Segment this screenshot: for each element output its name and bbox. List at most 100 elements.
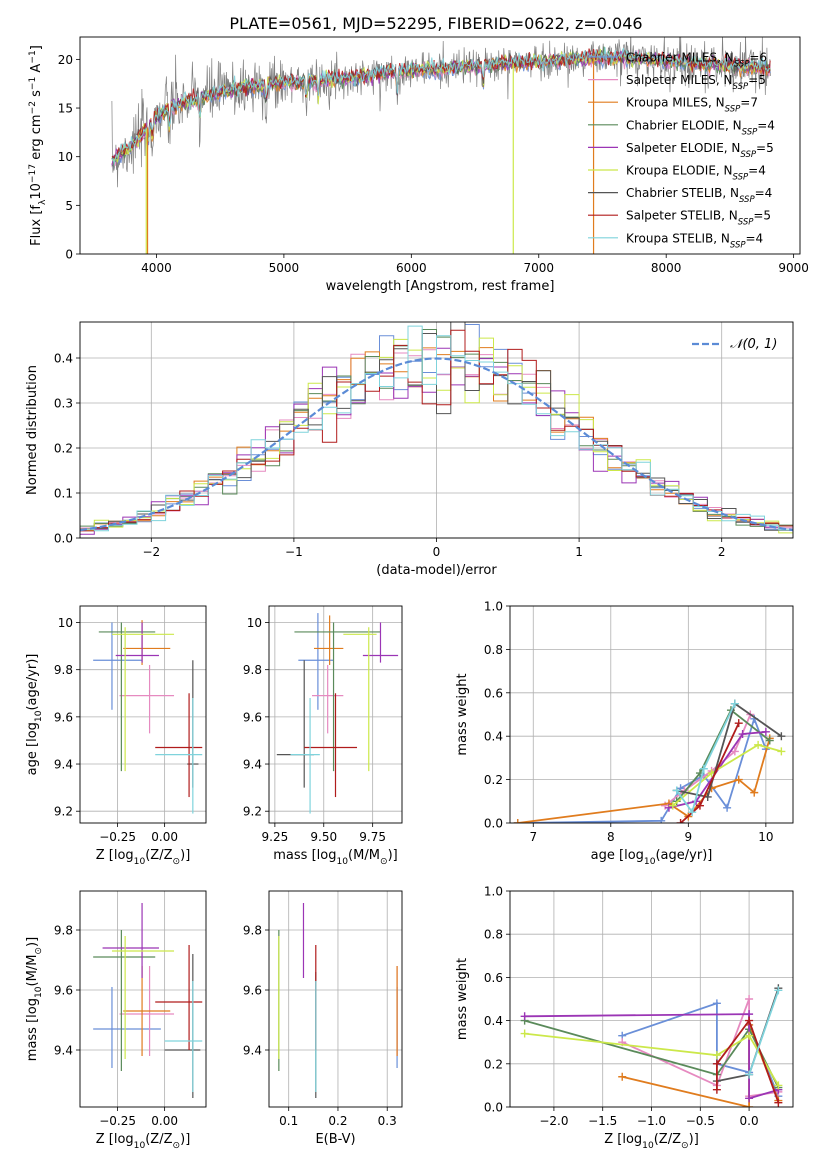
mass-weight-line <box>676 708 771 802</box>
data-marker <box>765 736 774 745</box>
mass-weight-line <box>676 702 782 799</box>
label-part: Z [log <box>604 1132 642 1147</box>
superscript: −1 <box>28 77 38 90</box>
data-marker <box>672 786 681 795</box>
axes-frame <box>509 890 794 1108</box>
data-marker <box>657 816 666 823</box>
x-tick-label: 9.50 <box>310 830 337 844</box>
data-marker <box>712 1085 721 1094</box>
subscript: 10 <box>134 857 146 867</box>
legend-entry: Chabrier STELIB, NSSP=4 <box>626 186 772 205</box>
data-marker <box>712 1059 721 1068</box>
plot-area <box>93 903 203 1098</box>
data-marker <box>777 747 786 756</box>
superscript: −2 <box>28 101 38 114</box>
y-tick-label: 0.6 <box>484 686 503 700</box>
legend-value: =4 <box>746 231 764 245</box>
y-tick-label: 10 <box>247 616 262 630</box>
y-tick-label: 9.4 <box>54 1044 73 1058</box>
x-axis-label: Z [log10(Z/Z⊙)] <box>604 1132 699 1151</box>
subscript: 10 <box>642 1141 654 1151</box>
label-part: erg cm <box>29 114 44 163</box>
y-axis-label: age [log10(age/yr)] <box>25 654 44 776</box>
x-tick-label: 9 <box>685 830 693 844</box>
y-tick-label: 9.2 <box>243 805 262 819</box>
x-tick-label: −0.5 <box>686 1114 715 1128</box>
plot-area <box>80 322 793 535</box>
data-marker <box>745 1103 754 1107</box>
subscript: 10 <box>336 857 348 867</box>
y-tick-label: 5 <box>65 199 73 213</box>
x-tick-label: 5000 <box>269 261 300 275</box>
legend-entry: Chabrier MILES, NSSP=6 <box>626 51 767 70</box>
y-tick-label: 9.4 <box>243 758 262 772</box>
subscript: ⊙ <box>173 857 181 867</box>
y-tick-label: 0.2 <box>54 442 73 456</box>
y-tick-label: 0.4 <box>484 1014 503 1028</box>
y-tick-label: 9.2 <box>54 805 73 819</box>
legend-subscript: SSP <box>733 173 749 183</box>
x-tick-label: 7 <box>529 830 537 844</box>
label-part: (M/M <box>348 848 380 863</box>
legend-entry: Kroupa STELIB, NSSP=4 <box>626 231 763 250</box>
x-tick-label: 9.75 <box>359 830 386 844</box>
plot-residuals: −2 −1 0 1 2 0.0 0.1 0.2 0.3 0.4 (data-model)/error… <box>25 321 794 578</box>
mass-weight-line <box>748 990 780 1075</box>
y-tick-label: 9.8 <box>243 924 262 938</box>
x-tick-label: 9.25 <box>262 830 289 844</box>
legend-value: =4 <box>748 164 766 178</box>
axes-frame <box>268 890 403 1108</box>
subscript: ⊙ <box>380 857 388 867</box>
legend-value: =5 <box>753 209 771 223</box>
data-marker <box>774 1081 783 1090</box>
x-axis-label: wavelength [Angstrom, rest frame] <box>326 279 555 294</box>
x-tick-label: 0.1 <box>279 1114 298 1128</box>
x-tick-label: 0.3 <box>378 1114 397 1128</box>
subscript: ⊙ <box>34 947 44 955</box>
plot-mass-metallicity: −0.25 0.009.49.69.8Z [log10(Z/Z⊙)]mass [l… <box>25 890 207 1151</box>
plot-area <box>93 620 203 814</box>
legend-subscript: SSP <box>733 82 749 92</box>
subscript: 10 <box>644 857 656 867</box>
label-part: )] <box>180 848 190 863</box>
legend-entry: Chabrier ELODIE, NSSP=4 <box>626 118 775 137</box>
label-part: (Z/Z <box>654 1132 681 1147</box>
subscript: 10 <box>34 986 44 998</box>
legend-name: Salpeter ELODIE, N <box>626 141 740 155</box>
y-tick-label: 0.8 <box>484 643 503 657</box>
legend-entry: Salpeter ELODIE, NSSP=5 <box>626 141 774 160</box>
x-tick-label: 4000 <box>141 261 172 275</box>
label-part: )] <box>25 937 40 947</box>
y-tick-label: 0.4 <box>484 730 503 744</box>
data-marker <box>734 775 743 784</box>
legend-entry: Kroupa ELODIE, NSSP=4 <box>626 164 766 183</box>
plot-mass-ebv: 0.1 0.2 0.3 9.4 9.6 9.8 E(B-V) <box>243 890 403 1147</box>
axes-frame <box>509 605 794 824</box>
x-axis-label: mass [log10(M/M⊙)] <box>273 848 397 867</box>
plot-area <box>520 984 783 1107</box>
legend-value: =5 <box>748 73 766 87</box>
y-tick-label: 0.0 <box>484 1101 503 1115</box>
x-tick-label: 0.00 <box>151 1114 178 1128</box>
plot-area <box>513 699 786 823</box>
x-tick-label: 6000 <box>396 261 427 275</box>
data-marker <box>777 732 786 741</box>
label-part: mass weight <box>455 958 470 1040</box>
data-marker <box>745 1031 754 1040</box>
y-axis-label: Flux [fλ10−17 erg cm−2 s−1 A−1] <box>28 45 48 246</box>
y-tick-label: 9.6 <box>243 984 262 998</box>
y-tick-label: 1.0 <box>484 885 503 899</box>
mass-weight-line <box>524 1019 780 1089</box>
plot-spectrum: 4000 5000 6000 7000 8000 9000 0 5 10 15 20 waveleng… <box>28 36 809 294</box>
legend-value: =4 <box>755 186 773 200</box>
x-tick-label: −0.25 <box>99 830 136 844</box>
data-marker <box>745 995 754 1003</box>
label-part: (Z/Z <box>145 848 172 863</box>
legend-subscript: SSP <box>739 195 755 205</box>
label-part: Flux [f <box>29 205 44 246</box>
x-axis-label: Z [log10(Z/Z⊙)] <box>96 1132 191 1151</box>
x-tick-label: 10 <box>758 830 773 844</box>
y-tick-label: 0.8 <box>484 928 503 942</box>
x-tick-label: 2 <box>718 545 726 559</box>
